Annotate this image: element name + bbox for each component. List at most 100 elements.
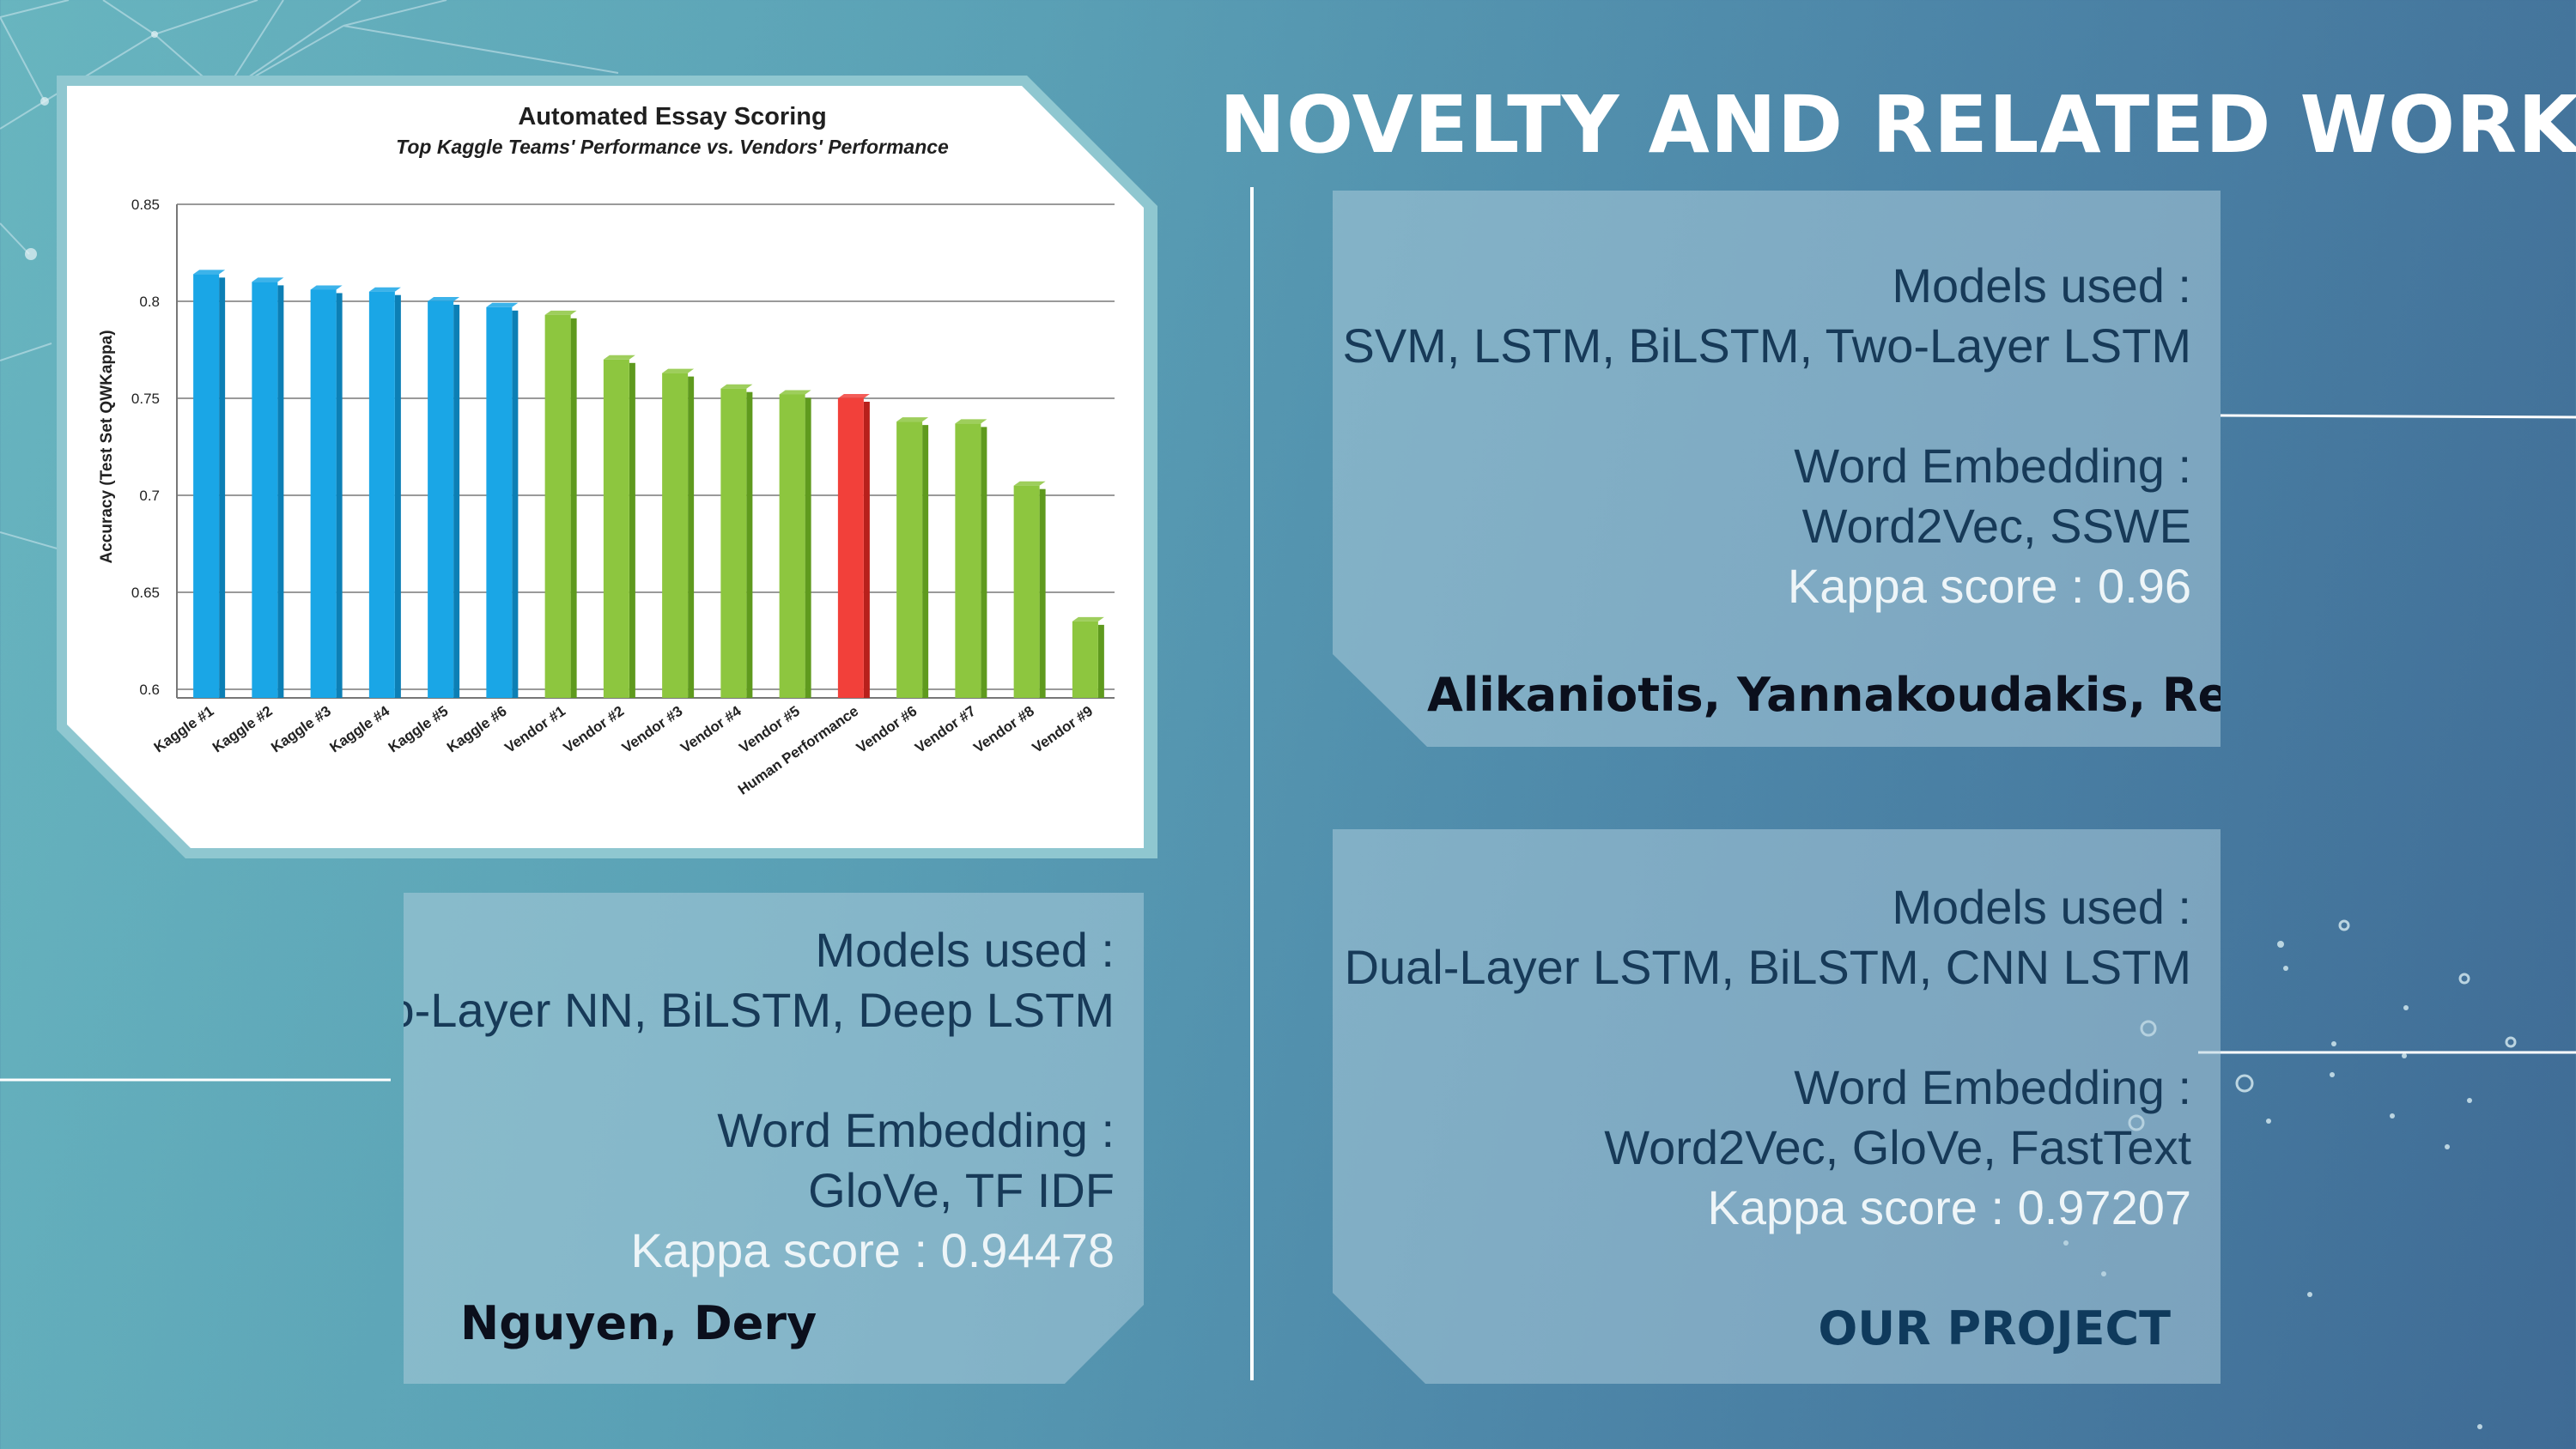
x-tick-label: Kaggle #5: [386, 703, 452, 756]
y-tick-label: 0.75: [131, 391, 160, 407]
x-tick-label: Kaggle #6: [444, 703, 510, 756]
bar-top: [896, 417, 929, 422]
bar-side: [570, 318, 577, 698]
bar-side: [1039, 488, 1046, 698]
bar-top: [428, 297, 460, 301]
bar: [1013, 485, 1040, 698]
bar: [720, 388, 747, 698]
x-tick-label: Kaggle #1: [151, 703, 217, 756]
x-tick-label: Vendor #4: [677, 702, 744, 755]
kappa-score: Kappa score : 0.94478: [630, 1223, 1115, 1277]
bar-side: [805, 397, 811, 698]
bar: [310, 289, 337, 698]
bar-chart: 0.85 0.8 0.75 0.7 0.65 0.6 Accuracy (Test Set …: [98, 197, 1115, 798]
bar: [779, 394, 805, 698]
models-label: Models used :: [815, 923, 1115, 977]
bar-top: [603, 355, 635, 360]
related-work-panel-alikaniotis: Models used : SVM, LSTM, BiLSTM, Two-Lay…: [1333, 191, 2221, 747]
embedding-label: Word Embedding :: [1794, 1060, 2191, 1114]
bar-top: [544, 310, 577, 315]
models-value: SVM, LSTM, BiLSTM, Two-Layer LSTM: [1342, 318, 2191, 373]
bar-top: [193, 270, 226, 275]
bar: [368, 291, 395, 698]
models-label: Models used :: [1892, 880, 2191, 934]
kappa-score: Kappa score : 0.96: [1787, 559, 2191, 613]
x-tick-label: Vendor #9: [1030, 703, 1096, 756]
panel-authors: Nguyen, Dery: [460, 1296, 817, 1350]
models-value: Dual-Layer LSTM, BiLSTM, CNN LSTM: [1344, 940, 2191, 994]
bar-side: [863, 402, 870, 698]
bar-side: [629, 362, 635, 698]
x-tick-label: Vendor #6: [854, 703, 920, 756]
panel-authors: OUR PROJECT: [1818, 1301, 2171, 1355]
bar-top: [310, 285, 343, 290]
bar: [428, 301, 454, 698]
bar-top: [662, 368, 695, 373]
bar-side: [336, 293, 343, 698]
chart-card: Automated Essay Scoring Top Kaggle Teams…: [67, 86, 1144, 848]
bar: [1072, 621, 1098, 698]
bar: [486, 306, 513, 698]
x-tick-label: Vendor #2: [561, 703, 627, 756]
bar: [955, 423, 981, 698]
x-tick-label: Kaggle #2: [210, 703, 276, 756]
x-tick-label: Kaggle #4: [326, 702, 392, 755]
x-tick-label: Vendor #7: [912, 703, 978, 756]
bar-side: [219, 277, 226, 698]
deco-line-right-top: [2220, 414, 2576, 419]
our-project-panel: Models used : Dual-Layer LSTM, BiLSTM, C…: [1333, 829, 2221, 1384]
embedding-value: Word2Vec, SSWE: [1801, 499, 2191, 553]
kappa-score: Kappa score : 0.97207: [1707, 1180, 2191, 1234]
x-tick-label: Vendor #8: [970, 703, 1036, 756]
x-tick-label: Vendor #1: [501, 703, 568, 756]
bar: [603, 359, 629, 698]
related-work-panel-nguyen: Models used : Two-Layer NN, BiLSTM, Deep…: [404, 893, 1144, 1384]
y-tick-label: 0.65: [131, 585, 160, 601]
bar-top: [1013, 481, 1046, 486]
bar: [544, 314, 571, 698]
x-tick-label: Kaggle #3: [268, 703, 334, 756]
slide-title: NOVELTY AND RELATED WORK: [1219, 79, 2576, 171]
bar-side: [1097, 624, 1104, 698]
bar-side: [453, 305, 460, 698]
bar-top: [486, 302, 519, 307]
panel-details: Models used : SVM, LSTM, BiLSTM, Two-Lay…: [1342, 256, 2191, 616]
bar: [896, 421, 923, 698]
bar: [193, 274, 220, 698]
bar: [662, 373, 689, 698]
panel-details: Models used : Two-Layer NN, BiLSTM, Deep…: [325, 920, 1115, 1281]
embedding-label: Word Embedding :: [1794, 439, 2191, 493]
bar-top: [837, 394, 870, 398]
panel-authors: Alikaniotis, Yannakoudakis, Rei: [1427, 668, 2245, 722]
bar-side: [746, 391, 753, 698]
bar-side: [394, 294, 401, 698]
models-label: Models used :: [1892, 258, 2191, 312]
bar-top: [1072, 616, 1104, 621]
y-axis-label: Accuracy (Test Set QWKappa): [98, 330, 116, 563]
bar-side: [688, 376, 695, 698]
bar-top: [368, 287, 401, 292]
chart-title: Automated Essay Scoring: [518, 103, 827, 130]
embedding-value: GloVe, TF IDF: [808, 1163, 1115, 1217]
y-tick-label: 0.7: [139, 488, 160, 504]
embedding-value: Word2Vec, GloVe, FastText: [1604, 1120, 2191, 1174]
vertical-divider: [1250, 187, 1254, 1380]
bar-top: [779, 390, 811, 395]
bar-top: [252, 277, 284, 282]
bar-side: [922, 425, 929, 698]
embedding-label: Word Embedding :: [717, 1103, 1115, 1157]
y-tick-label: 0.85: [131, 197, 160, 213]
bar: [837, 398, 864, 698]
panel-details: Models used : Dual-Layer LSTM, BiLSTM, C…: [1345, 877, 2191, 1238]
y-tick-label: 0.6: [139, 682, 160, 698]
bar: [252, 282, 278, 698]
bar-top: [720, 384, 753, 389]
bar-top: [955, 419, 987, 424]
y-tick-label: 0.8: [139, 294, 160, 310]
bar-side: [981, 427, 987, 698]
chart-subtitle: Top Kaggle Teams' Performance vs. Vendor…: [396, 136, 949, 158]
x-tick-label: Vendor #3: [619, 703, 685, 756]
bar-side: [512, 310, 519, 698]
models-value: Two-Layer NN, BiLSTM, Deep LSTM: [325, 983, 1115, 1037]
bar-side: [277, 285, 284, 698]
